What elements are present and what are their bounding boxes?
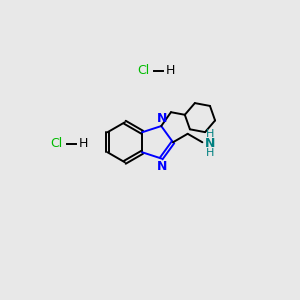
Text: H: H xyxy=(79,137,88,150)
Text: Cl: Cl xyxy=(50,137,62,150)
Text: N: N xyxy=(157,160,167,173)
Text: H: H xyxy=(206,129,214,139)
Text: H: H xyxy=(206,148,214,158)
Text: Cl: Cl xyxy=(137,64,149,77)
Text: N: N xyxy=(157,112,167,124)
Text: N: N xyxy=(205,136,215,149)
Text: H: H xyxy=(166,64,176,77)
